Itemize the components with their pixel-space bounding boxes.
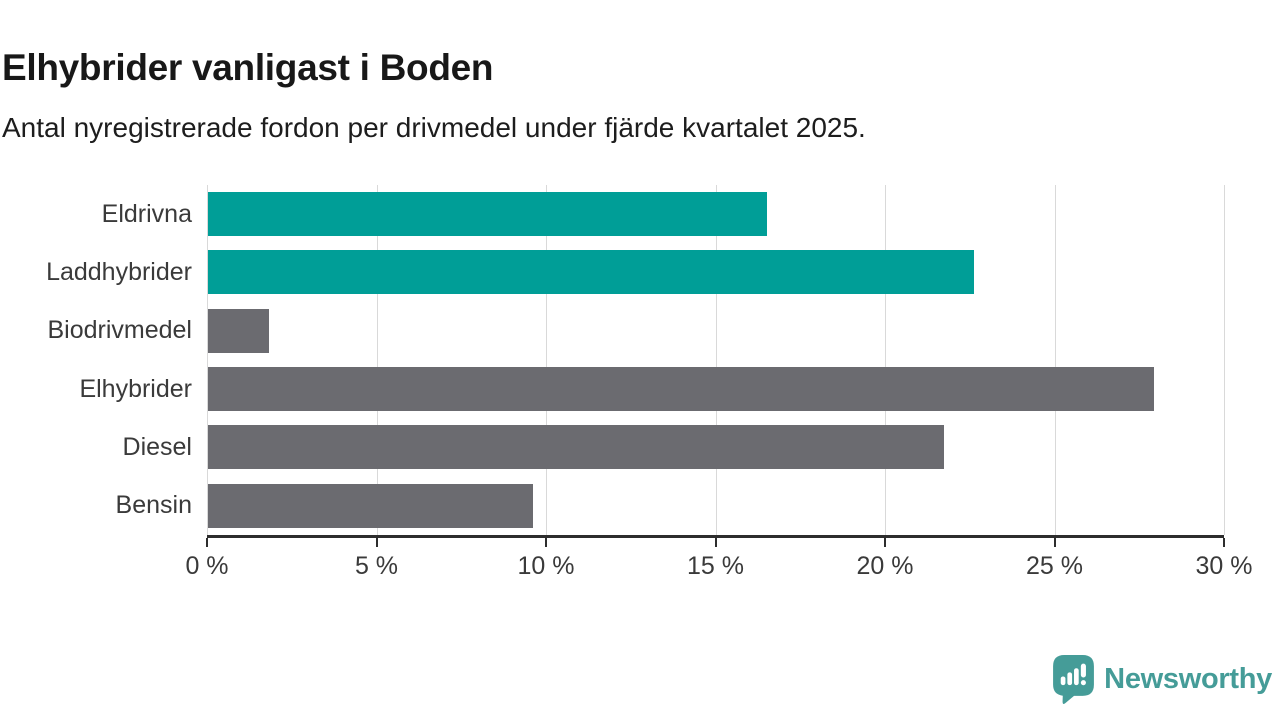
x-axis-tick	[375, 538, 378, 547]
x-axis-tick	[714, 538, 717, 547]
gridline	[885, 185, 886, 535]
chart-row: Bensin	[0, 477, 1224, 535]
x-axis-tick	[1223, 538, 1225, 547]
gridline	[715, 185, 717, 535]
bar	[208, 250, 975, 295]
gridline	[1054, 185, 1056, 535]
chart-row: Elhybrider	[0, 360, 1224, 418]
page-title: Elhybrider vanligast i Boden	[2, 46, 494, 88]
x-axis-line	[207, 535, 1224, 538]
x-axis-tick-label: 25 %	[1026, 552, 1083, 580]
chart-row: Eldrivna	[0, 185, 1224, 243]
x-axis-tick-label: 0 %	[185, 552, 229, 580]
bar	[208, 483, 534, 528]
x-axis-tick	[1053, 538, 1056, 547]
chart-row: Laddhybrider	[0, 243, 1224, 301]
footer-logo: Newsworthy	[1053, 655, 1272, 704]
bar	[208, 192, 768, 237]
bar-track	[207, 418, 1224, 476]
y-axis-category-label: Biodrivmedel	[47, 316, 192, 345]
bar-rows: Eldrivna Laddhybrider Biodrivmedel Elhybrid…	[0, 185, 1224, 535]
bar-track	[207, 302, 1224, 360]
y-axis-category-label: Eldrivna	[101, 199, 192, 228]
x-axis-tick-label: 5 %	[354, 552, 399, 580]
x-axis-tick	[545, 538, 547, 547]
bar-chart: Eldrivna Laddhybrider Biodrivmedel Elhybrid…	[0, 185, 1225, 535]
y-axis-category-label: Diesel	[122, 432, 192, 461]
x-axis-tick-label: 20 %	[856, 552, 914, 580]
y-axis-category-label: Elhybrider	[79, 374, 192, 403]
page-subtitle: Antal nyregistrerade fordon per drivmede…	[2, 112, 866, 143]
gridline	[546, 185, 547, 535]
x-axis-tick	[206, 538, 208, 547]
bar	[208, 308, 270, 353]
newsworthy-logo-icon	[1053, 655, 1095, 704]
gridline	[1224, 185, 1225, 535]
x-axis: 0 % 5 % 10 % 15 % 20 % 25 % 30 %	[185, 535, 1252, 580]
chart-row: Diesel	[0, 418, 1224, 476]
y-axis-category-label: Bensin	[115, 491, 192, 520]
bar-track	[207, 243, 1224, 301]
x-axis-tick-label: 30 %	[1195, 552, 1253, 580]
bar	[208, 367, 1154, 412]
x-axis-tick	[884, 538, 886, 547]
bar	[208, 425, 944, 470]
x-axis-tick-label: 15 %	[687, 552, 744, 580]
x-axis-tick-label: 10 %	[517, 552, 575, 580]
chart-row: Biodrivmedel	[0, 302, 1224, 360]
y-axis-category-label: Laddhybrider	[46, 257, 192, 286]
gridline	[376, 185, 378, 535]
bar-track	[207, 477, 1224, 535]
gridlines	[207, 185, 1225, 535]
bar-track	[207, 185, 1224, 243]
gridline	[207, 185, 208, 535]
bar-track	[207, 360, 1224, 418]
newsworthy-wordmark: Newsworthy	[1104, 663, 1272, 695]
